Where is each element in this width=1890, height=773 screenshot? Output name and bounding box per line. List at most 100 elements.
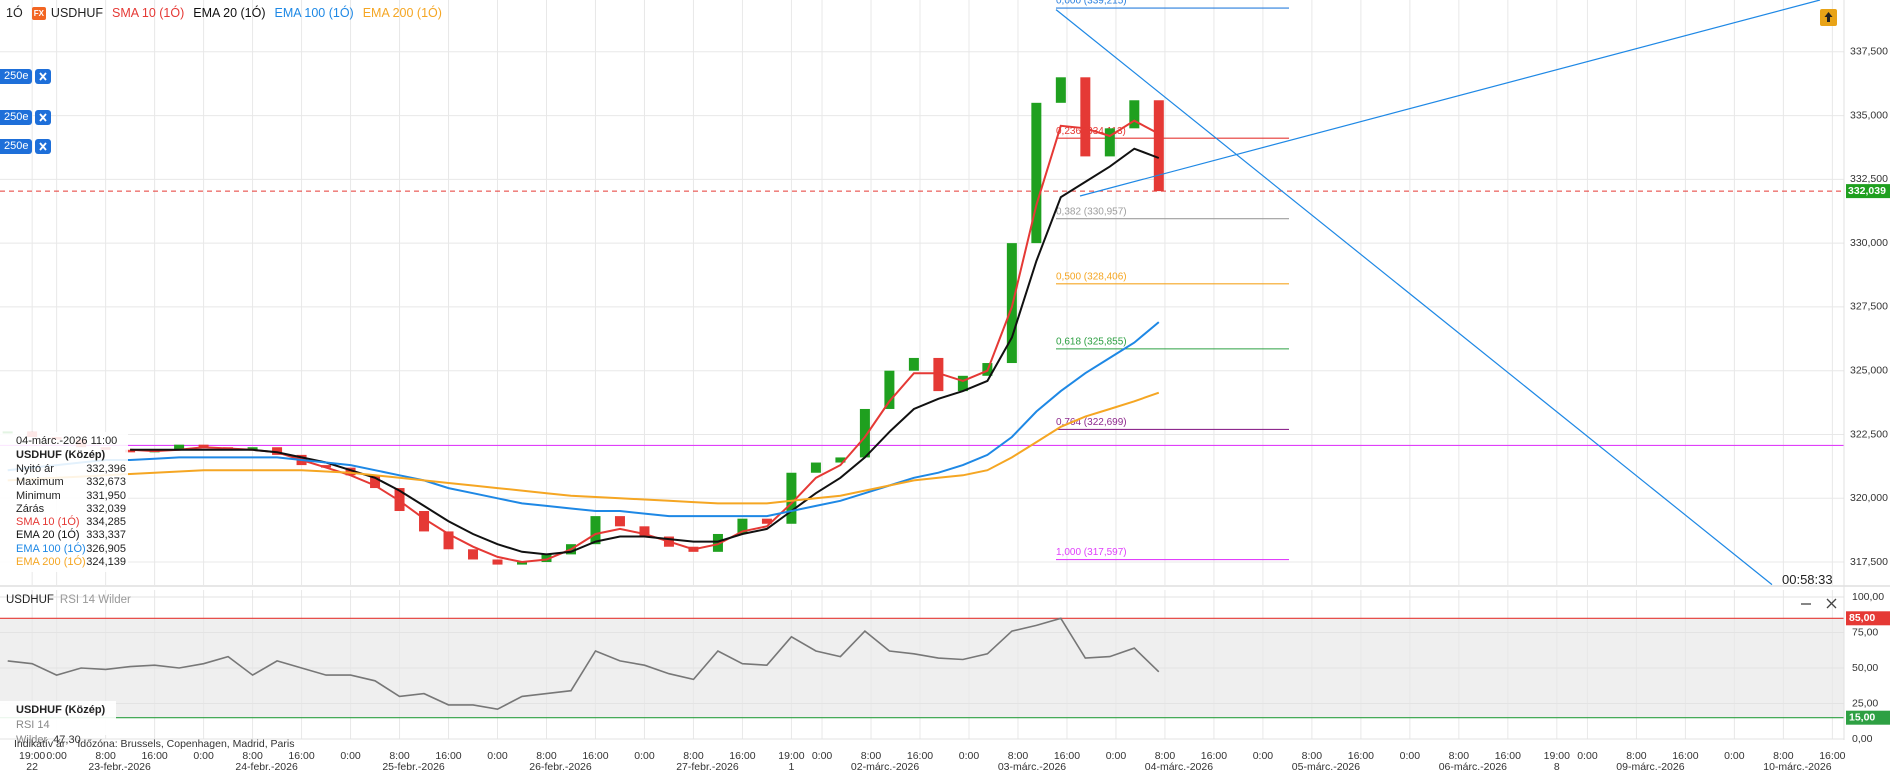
rsi-header: USDHUF RSI 14 Wilder bbox=[6, 594, 131, 606]
x-tick-label: 8:00 bbox=[389, 750, 410, 762]
x-tick-label: 16:00 bbox=[1495, 750, 1521, 762]
order-amount: 250e bbox=[0, 139, 33, 154]
candle bbox=[443, 531, 454, 550]
x-tick-label: 0:00 bbox=[812, 750, 833, 762]
footer: Indikatív ár Időzóna: Brussels, Copenhage… bbox=[14, 738, 294, 750]
level-label-box bbox=[1846, 611, 1890, 626]
candle bbox=[1080, 77, 1091, 157]
interval[interactable]: 1Ó bbox=[6, 6, 23, 20]
y-tick-label: 317,500 bbox=[1850, 556, 1888, 568]
candle bbox=[492, 559, 503, 565]
indicator-line bbox=[7, 321, 1160, 518]
info-row: EMA 100 (1Ó) 326,905 bbox=[0, 543, 128, 556]
rsi-info-value: 47,30 bbox=[53, 734, 81, 746]
panel-close[interactable] bbox=[1826, 598, 1837, 609]
order-close[interactable] bbox=[35, 139, 52, 154]
candle bbox=[835, 457, 846, 463]
order-close[interactable] bbox=[35, 110, 52, 125]
legend-item[interactable]: USDHUF bbox=[50, 6, 104, 20]
info-value: 333,337 bbox=[86, 529, 126, 542]
info-row: Nyitó ár 332,396 bbox=[0, 463, 128, 476]
x-tick-label: 19:00 bbox=[19, 750, 45, 762]
candle bbox=[1153, 100, 1164, 192]
x-date-label: 05-márc.-2026 bbox=[1292, 761, 1360, 773]
x-tick-label: 0:00 bbox=[1577, 750, 1598, 762]
x-tick-label: 0:00 bbox=[1724, 750, 1745, 762]
last-price-box bbox=[1846, 184, 1890, 199]
fib-label: 0,764 (322,699) bbox=[1056, 417, 1127, 428]
x-tick-label: 8:00 bbox=[683, 750, 704, 762]
x-tick-label: 16:00 bbox=[435, 750, 461, 762]
rsi-info-row: RSI 14 Wilder 47,30 bbox=[16, 718, 116, 746]
x-date-label: 09-márc.-2026 bbox=[1616, 761, 1684, 773]
rsi-tick-label: 0,00 bbox=[1852, 733, 1873, 745]
last-price-label: 332,039 bbox=[1848, 185, 1886, 197]
rsi-info: USDHUF (Közép) RSI 14 Wilder 47,30 bbox=[0, 701, 116, 746]
timestamp: 04-márc.-2026 11:00 bbox=[16, 435, 118, 447]
candle bbox=[1129, 100, 1140, 129]
fib-label: 0,382 (330,957) bbox=[1056, 206, 1127, 217]
candle bbox=[908, 357, 919, 371]
order-pill[interactable]: 250e bbox=[0, 69, 52, 84]
timezone: Időzóna: Brussels, Copenhagen, Madrid, P… bbox=[77, 738, 295, 750]
info-label: EMA 200 (1Ó) bbox=[16, 556, 86, 569]
x-tick-label: 0:00 bbox=[634, 750, 655, 762]
candle bbox=[517, 562, 528, 565]
candle bbox=[737, 518, 748, 534]
candle bbox=[590, 516, 601, 545]
x-tick-label: 19:00 bbox=[1544, 750, 1570, 762]
info-value: 324,139 bbox=[86, 556, 126, 569]
candle bbox=[394, 488, 405, 512]
x-date-label: 10-márc.-2026 bbox=[1763, 761, 1831, 773]
candle bbox=[859, 408, 870, 458]
x-tick-label: 19:00 bbox=[778, 750, 804, 762]
y-tick-label: 330,000 bbox=[1850, 237, 1888, 249]
y-tick-label: 332,500 bbox=[1850, 173, 1888, 185]
order-amount: 250e bbox=[0, 69, 33, 84]
trend-line bbox=[1079, 0, 1821, 197]
x-tick-label: 0:00 bbox=[1253, 750, 1274, 762]
candle bbox=[541, 554, 552, 563]
info-row: EMA 200 (1Ó) 324,139 bbox=[0, 556, 128, 569]
candle bbox=[639, 526, 650, 537]
info-value: 332,396 bbox=[86, 463, 126, 475]
legend-item[interactable]: EMA 20 (1Ó) bbox=[193, 6, 266, 20]
y-tick-label: 322,500 bbox=[1850, 428, 1888, 440]
y-tick-label: 327,500 bbox=[1850, 301, 1888, 313]
price-type: Indikatív ár bbox=[14, 738, 66, 750]
y-tick-label: 320,000 bbox=[1850, 492, 1888, 504]
candle bbox=[321, 465, 332, 468]
x-date-label: 04-márc.-2026 bbox=[1145, 761, 1213, 773]
info-row: Maximum 332,673 bbox=[0, 476, 128, 489]
info-value: 331,950 bbox=[86, 489, 126, 502]
x-tick-label: 8:00 bbox=[536, 750, 557, 762]
level-label: 15,00 bbox=[1849, 711, 1875, 723]
order-pill[interactable]: 250e bbox=[0, 110, 52, 125]
candle bbox=[712, 533, 723, 552]
candle bbox=[419, 511, 430, 532]
legend-item[interactable]: SMA 10 (1Ó) bbox=[112, 6, 185, 20]
x-date-label: 1 bbox=[789, 761, 795, 773]
info-rows: Nyitó ár 332,396 Maximum 332,673 Minimum 331,… bbox=[0, 463, 128, 569]
fib-label: 1,000 (317,597) bbox=[1056, 547, 1127, 558]
trend-line bbox=[1055, 9, 1773, 586]
legend-item[interactable]: EMA 200 (1Ó) bbox=[362, 6, 442, 20]
x-tick-label: 16:00 bbox=[141, 750, 167, 762]
info-panel: 04-márc.-2026 11:00 USDHUF (Közép) Nyitó… bbox=[0, 432, 128, 573]
info-value: 326,905 bbox=[86, 542, 126, 555]
info-label: SMA 10 (1Ó) bbox=[16, 516, 80, 529]
x-tick-label: 8:00 bbox=[1626, 750, 1647, 762]
legend-bar: 1Ó FX USDHUF SMA 10 (1Ó) EMA 20 (1Ó) EMA 10… bbox=[6, 4, 442, 22]
legend-item[interactable]: EMA 100 (1Ó) bbox=[274, 6, 354, 20]
x-tick-label: 16:00 bbox=[729, 750, 755, 762]
info-value: 332,039 bbox=[86, 502, 126, 515]
alert-icon[interactable] bbox=[1820, 9, 1837, 26]
fib-label: 0,618 (325,855) bbox=[1056, 337, 1127, 348]
order-close[interactable] bbox=[35, 69, 52, 84]
level-label: 85,00 bbox=[1849, 612, 1875, 624]
x-date-label: 03-márc.-2026 bbox=[998, 761, 1066, 773]
x-date-label: 26-febr.-2026 bbox=[529, 761, 592, 773]
order-pill[interactable]: 250e bbox=[0, 139, 52, 154]
info-label: EMA 20 (1Ó) bbox=[16, 529, 80, 542]
